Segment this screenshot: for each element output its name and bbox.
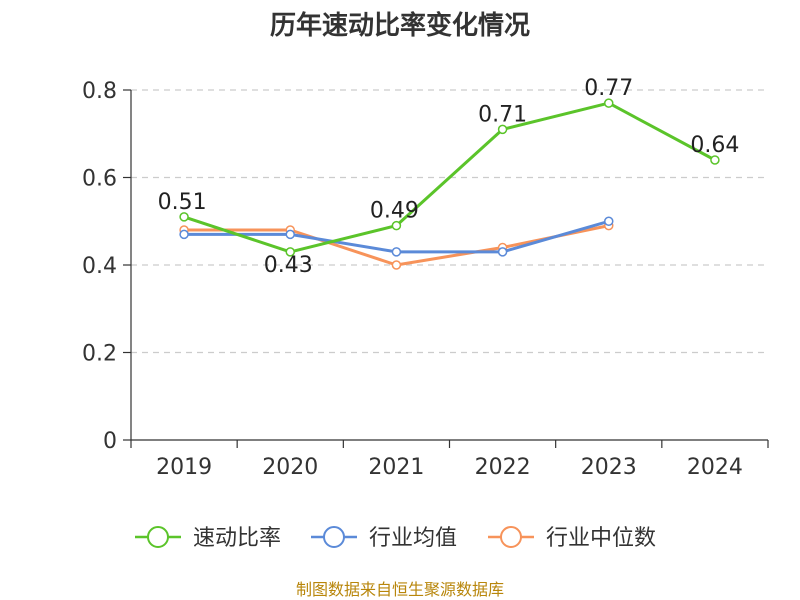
data-label-2020: 0.43: [264, 253, 313, 278]
grid: [131, 89, 768, 354]
x-tick-label-2022: 2022: [475, 455, 531, 480]
y-tick-label-3: 0.6: [82, 167, 117, 192]
y-tick-label-4: 0.8: [82, 79, 117, 104]
y-tick-label-2: 0.4: [82, 254, 117, 279]
data-labels: 0.51 0.43 0.49 0.71 0.77 0.64: [158, 76, 740, 278]
legend-item-0: 速动比率: [135, 526, 281, 551]
legend-item-2: 行业中位数: [488, 526, 656, 551]
data-label-2023: 0.77: [584, 76, 633, 101]
series-layer: [179, 98, 720, 270]
legend-marker-1: [323, 526, 345, 548]
axes: 0 0.2 0.4 0.6 0.8 2019 2020 2021 2022 2023 2024: [82, 79, 769, 480]
legend-label-1: 行业均值: [369, 526, 457, 551]
x-tick-label-2023: 2023: [581, 455, 637, 480]
data-label-2021: 0.49: [370, 199, 419, 224]
legend-marker-2: [500, 526, 522, 548]
chart-title: 历年速动比率变化情况: [270, 10, 530, 41]
y-tick-label-1: 0.2: [82, 342, 117, 367]
point-1-2021: [391, 247, 402, 257]
point-1-2019: [179, 229, 189, 240]
series-1: [179, 216, 614, 257]
point-1-2020: [285, 229, 295, 240]
legend-label-2: 行业中位数: [546, 526, 656, 551]
series-line-0: [183, 101, 716, 254]
point-0-2020: [285, 247, 295, 257]
data-label-2022: 0.71: [478, 102, 527, 127]
legend-item-1: 行业均值: [311, 526, 457, 551]
point-1-2022: [497, 247, 508, 257]
series-0: [179, 98, 720, 257]
x-tick-label-2019: 2019: [156, 455, 212, 480]
legend-marker-0: [147, 526, 169, 548]
source-note: 制图数据来自恒生聚源数据库: [296, 580, 504, 599]
x-tick-label-2020: 2020: [262, 455, 318, 480]
data-label-2024: 0.64: [690, 133, 739, 158]
point-0-2023: [604, 98, 614, 108]
point-0-2021: [391, 220, 402, 231]
series-line-2: [184, 224, 610, 267]
data-label-2019: 0.51: [158, 190, 207, 215]
point-0-2019: [179, 212, 189, 222]
y-tick-label-0: 0: [103, 429, 117, 454]
legend: 速动比率 行业均值 行业中位数: [135, 526, 656, 551]
point-1-2023: [604, 216, 614, 226]
point-2-2021: [391, 260, 402, 270]
point-0-2022: [497, 124, 508, 135]
legend-label-0: 速动比率: [193, 526, 281, 551]
x-tick-label-2024: 2024: [687, 455, 743, 480]
x-tick-label-2021: 2021: [368, 455, 424, 480]
point-0-2024: [710, 155, 720, 165]
